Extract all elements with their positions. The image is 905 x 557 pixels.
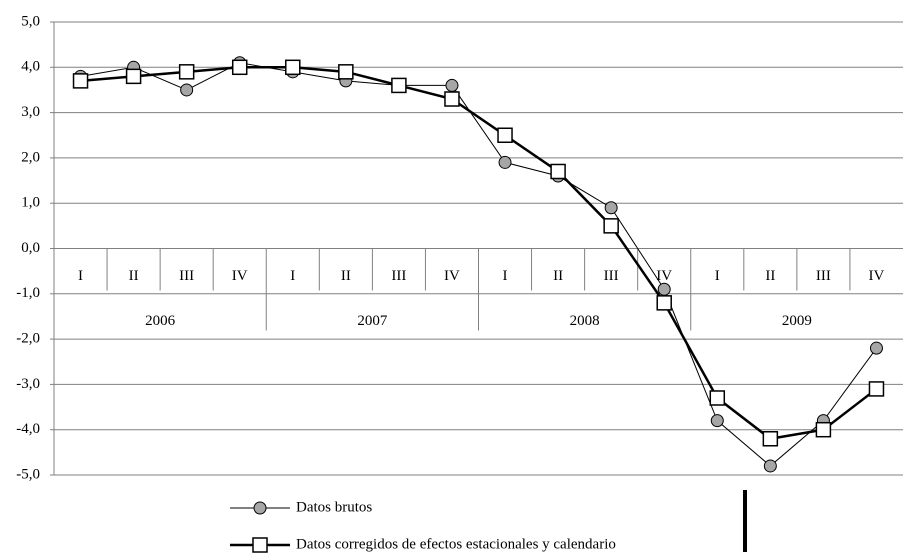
x-tick-label: IV: [232, 268, 248, 284]
year-label: 2006: [145, 313, 176, 329]
data-point: [125, 68, 142, 85]
year-label: 2007: [357, 313, 388, 329]
data-point: [497, 127, 513, 143]
x-tick-label: II: [129, 268, 139, 284]
x-tick-label: I: [78, 268, 83, 284]
data-point: [868, 381, 885, 397]
y-tick-label: -3,0: [16, 376, 40, 392]
y-tick-label: -1,0: [16, 285, 40, 301]
y-tick-label: 5,0: [21, 13, 40, 29]
legend-marker: [252, 537, 268, 553]
y-tick-label: 1,0: [21, 195, 40, 211]
x-tick-label: I: [290, 268, 295, 284]
data-point: [604, 201, 618, 215]
y-tick-label: 3,0: [21, 104, 40, 120]
year-label: 2009: [782, 313, 812, 329]
series-line: [80, 62, 877, 467]
x-tick-label: I: [503, 268, 508, 284]
legend-label: Datos corregidos de efectos estacionales…: [296, 536, 616, 552]
data-point: [710, 414, 724, 428]
data-point: [763, 459, 777, 473]
data-point: [657, 282, 671, 296]
y-tick-label: 4,0: [21, 59, 40, 75]
data-point: [178, 64, 195, 80]
data-point: [550, 163, 566, 180]
data-point: [709, 390, 726, 406]
data-point: [180, 83, 194, 97]
data-point: [815, 421, 832, 438]
decorative-bar: [743, 490, 747, 552]
x-tick-label: III: [816, 268, 831, 284]
data-point: [391, 77, 407, 94]
x-tick-label: IV: [869, 268, 885, 284]
x-tick-label: IV: [444, 268, 460, 284]
y-tick-label: -5,0: [16, 466, 40, 482]
x-tick-label: II: [765, 268, 775, 284]
data-point: [444, 91, 460, 107]
x-tick-label: III: [391, 268, 406, 284]
year-label: 2008: [570, 313, 600, 329]
data-point: [869, 341, 883, 355]
x-tick-label: III: [604, 268, 619, 284]
data-point: [231, 59, 248, 76]
data-point: [285, 59, 301, 76]
y-tick-label: -4,0: [16, 421, 40, 437]
data-point: [445, 78, 459, 92]
y-tick-label: 0,0: [21, 240, 40, 256]
x-tick-label: I: [715, 268, 720, 284]
series-line: [80, 66, 878, 441]
data-point: [338, 64, 354, 80]
data-point: [603, 218, 619, 234]
x-tick-label: III: [179, 268, 194, 284]
legend-marker: [253, 501, 267, 515]
y-tick-label: -2,0: [16, 331, 40, 347]
x-tick-label: II: [341, 268, 351, 284]
data-point: [656, 295, 672, 311]
x-tick-label: II: [553, 268, 563, 284]
data-point: [498, 155, 512, 169]
data-point: [72, 73, 89, 89]
y-tick-label: 2,0: [21, 149, 40, 165]
legend-label: Datos brutos: [296, 499, 372, 515]
x-tick-label: IV: [656, 268, 672, 284]
data-point: [762, 431, 779, 447]
